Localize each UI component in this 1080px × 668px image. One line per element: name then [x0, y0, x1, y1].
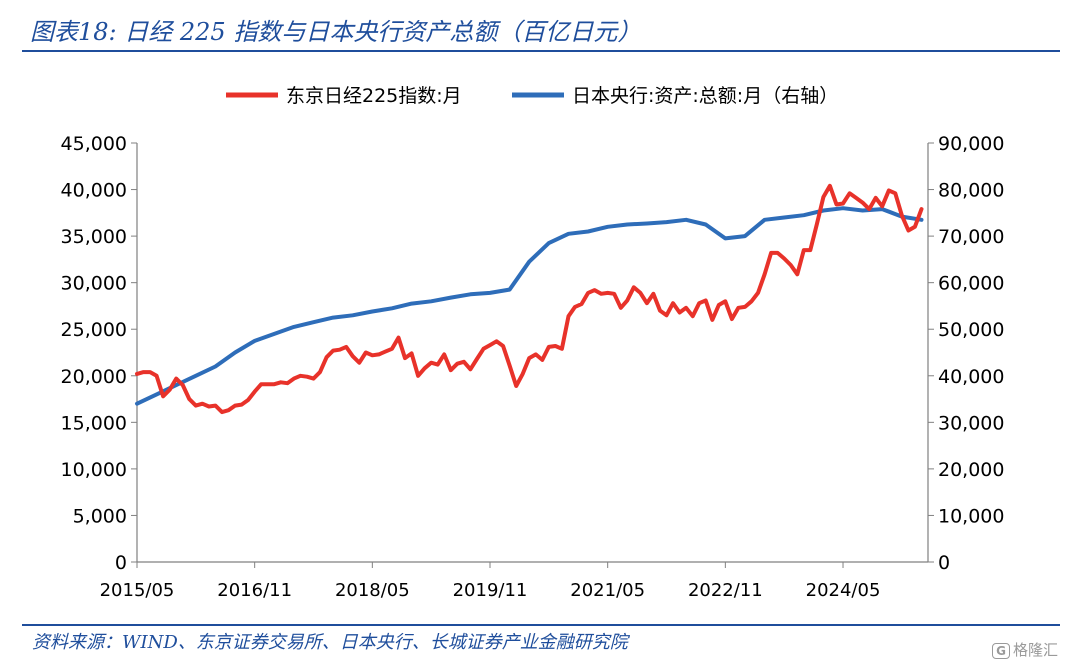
watermark-logo: G 格隆汇: [992, 639, 1058, 660]
axes: 0 5,000 10,000 15,000 20,000 25,000 30,000 35,0…: [61, 133, 1005, 601]
series-lines: [135, 183, 924, 415]
left-tick-label: 5,000: [73, 505, 127, 527]
series-line-boj-assets: [135, 206, 924, 406]
x-tick-label: 2016/11: [217, 580, 292, 601]
series-line-nikkei225: [135, 183, 924, 415]
right-tick-label: 10,000: [938, 505, 1004, 527]
left-tick-label: 15,000: [61, 412, 127, 434]
x-tick-label: 2018/05: [335, 580, 410, 601]
x-tick-label: 2021/05: [570, 580, 645, 601]
source-note: 资料来源：WIND、东京证券交易所、日本央行、长城证券产业金融研究院: [32, 632, 628, 653]
chart-title: 图表18: 日经 225 指数与日本央行资产总额（百亿日元）: [30, 18, 642, 46]
right-tick-label: 0: [938, 552, 950, 574]
title-divider: [22, 50, 1060, 52]
left-tick-label: 25,000: [61, 319, 127, 341]
left-tick-label: 20,000: [61, 366, 127, 388]
right-tick-label: 70,000: [938, 226, 1004, 248]
legend-item-boj-assets-label: 日本央行:资产:总额:月（右轴）: [572, 85, 838, 107]
x-tick-label: 2024/05: [806, 580, 881, 601]
legend: 东京日经225指数:月 日本央行:资产:总额:月（右轴）: [226, 85, 838, 107]
left-tick-label: 0: [115, 552, 127, 574]
right-tick-label: 20,000: [938, 459, 1004, 481]
left-tick-label: 10,000: [61, 459, 127, 481]
left-tick-label: 35,000: [61, 226, 127, 248]
right-tick-label: 80,000: [938, 180, 1004, 202]
right-tick-label: 90,000: [938, 133, 1004, 155]
right-tick-label: 40,000: [938, 366, 1004, 388]
left-tick-label: 30,000: [61, 273, 127, 295]
watermark-label: 格隆汇: [1012, 641, 1058, 659]
footer-divider: [22, 624, 1060, 626]
x-tick-label: 2022/11: [688, 580, 763, 601]
left-tick-label: 40,000: [61, 180, 127, 202]
right-tick-label: 60,000: [938, 273, 1004, 295]
legend-item-nikkei225-label: 东京日经225指数:月: [286, 85, 462, 107]
x-tick-label: 2015/05: [100, 580, 175, 601]
right-tick-label: 50,000: [938, 319, 1004, 341]
watermark-box-icon: G: [992, 643, 1010, 659]
x-tick-label: 2019/11: [453, 580, 528, 601]
right-tick-label: 30,000: [938, 412, 1004, 434]
left-tick-label: 45,000: [61, 133, 127, 155]
